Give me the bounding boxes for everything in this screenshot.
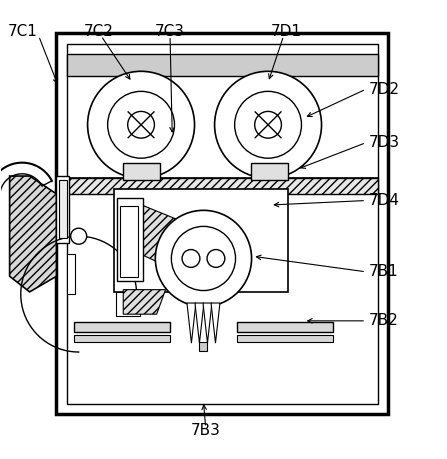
Text: 7D4: 7D4 [368,193,400,208]
Bar [116,292,140,316]
Circle shape [71,228,87,244]
Text: 7C2: 7C2 [84,24,114,39]
Text: 7D3: 7D3 [368,135,400,150]
Polygon shape [187,303,196,343]
Circle shape [255,112,282,138]
Text: 7B1: 7B1 [369,264,399,280]
Circle shape [88,71,194,178]
Circle shape [108,91,174,158]
Circle shape [128,112,154,138]
Polygon shape [203,303,212,343]
Bar [237,335,333,342]
Circle shape [171,226,236,291]
Bar [120,206,138,277]
Bar [74,335,170,342]
Bar [199,342,207,351]
Circle shape [215,71,321,178]
Bar [237,322,333,332]
Bar [67,178,378,194]
Bar [59,180,67,238]
Text: 7C3: 7C3 [155,24,185,39]
Bar [67,54,378,76]
Bar [123,162,160,179]
Polygon shape [123,290,165,314]
Bar [251,162,288,179]
Text: 7B2: 7B2 [369,313,399,328]
Circle shape [235,91,301,158]
Circle shape [207,250,225,268]
Bar [74,322,170,332]
Circle shape [182,250,200,268]
Bar [67,254,75,294]
Circle shape [155,210,252,307]
Bar [117,198,143,281]
Polygon shape [195,303,204,343]
Text: 7C1: 7C1 [8,24,38,39]
Polygon shape [126,198,224,292]
Polygon shape [9,176,56,292]
Text: 7B3: 7B3 [191,423,221,437]
Text: 7D2: 7D2 [368,82,400,97]
Bar [56,176,69,243]
Bar [56,34,388,414]
Polygon shape [211,303,220,343]
Bar [114,190,288,292]
Text: 7D1: 7D1 [270,24,301,39]
Bar [67,44,378,404]
